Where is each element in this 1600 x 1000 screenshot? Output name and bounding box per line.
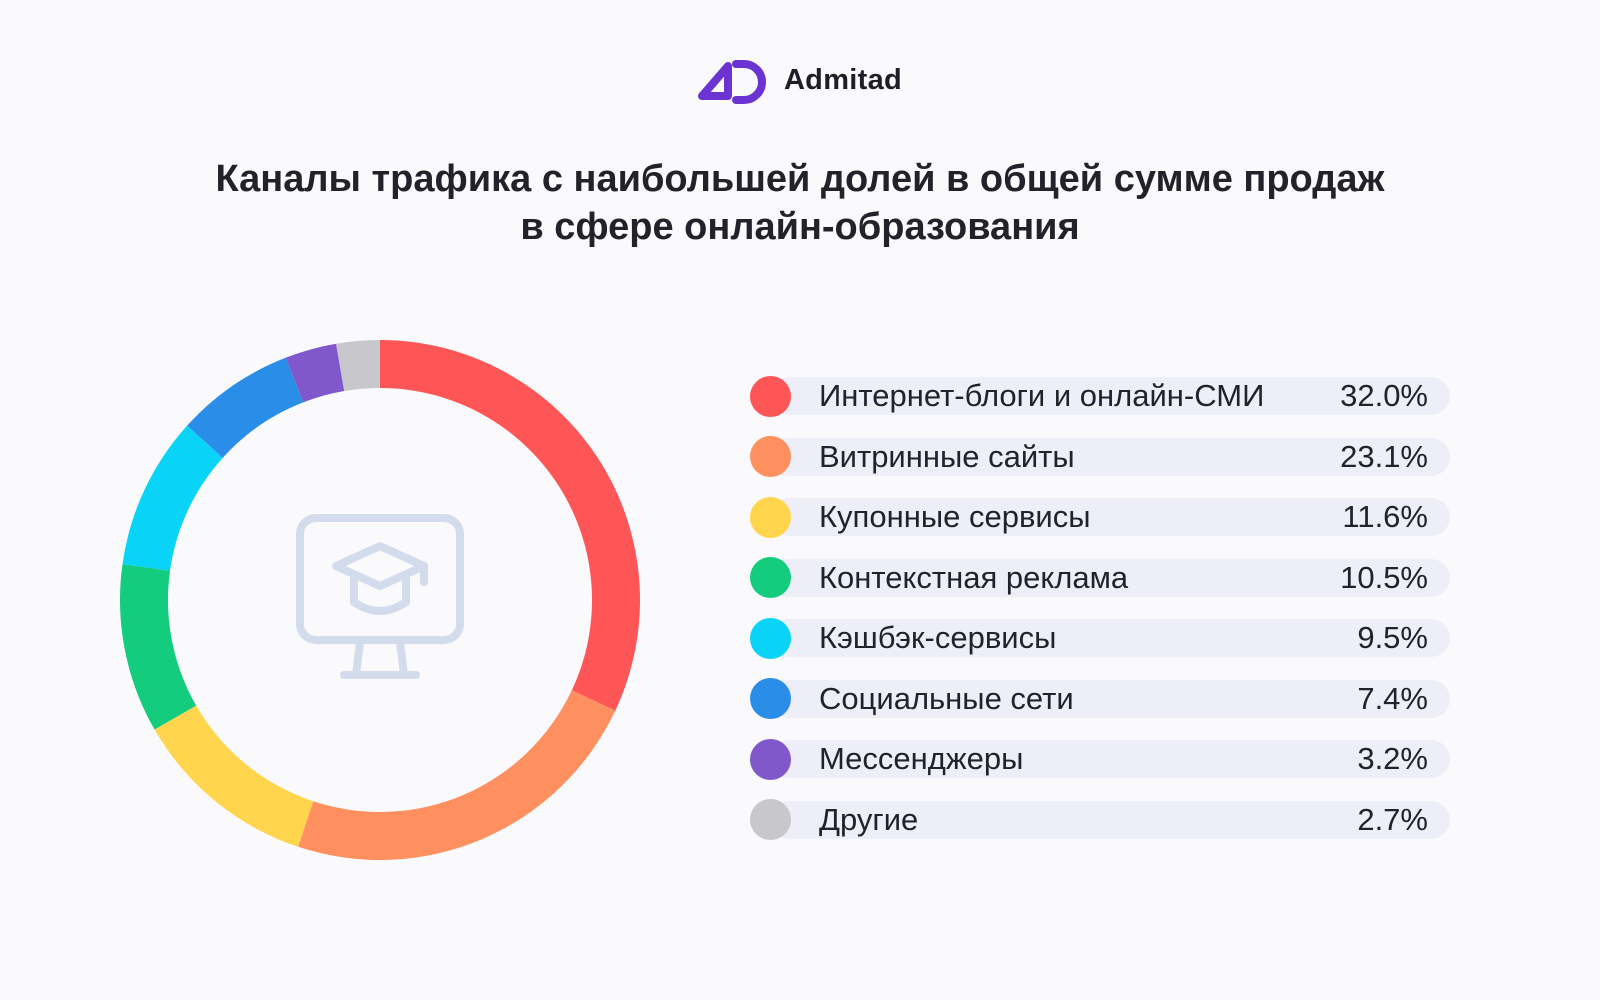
legend-color-dot: [750, 557, 791, 598]
legend-item: Мессенджеры 3.2%: [750, 738, 1450, 780]
legend-color-dot: [750, 617, 791, 659]
legend-color-dot: [750, 436, 791, 477]
legend-value: 10.5%: [1340, 559, 1428, 595]
donut-slice-3: [154, 705, 314, 847]
legend-item-background: [770, 437, 1450, 476]
admitad-logo-icon: [697, 60, 766, 104]
legend-color-dot: [750, 678, 791, 719]
chart-title: Каналы трафика с наибольшей долей в обще…: [0, 155, 1600, 251]
graduation-cap-monitor-icon: [296, 514, 464, 679]
legend-item: Витринные сайты 23.1%: [750, 436, 1450, 478]
legend-value: 2.7%: [1357, 801, 1428, 837]
legend-value: 32.0%: [1340, 378, 1428, 413]
legend-item-background: [770, 498, 1450, 536]
legend-item-background: [770, 679, 1450, 718]
legend-color-dot: [750, 496, 791, 538]
legend-color-dot: [750, 799, 791, 840]
chart-title-line-1: Каналы трафика с наибольшей долей в обще…: [215, 158, 1385, 200]
legend-item: Интернет-блоги и онлайн-СМИ 32.0%: [750, 375, 1450, 417]
brand-logo: Admitad: [0, 56, 1600, 104]
chart-title-line-2: в сфере онлайн-образования: [520, 206, 1080, 248]
donut-slices: [120, 340, 640, 860]
chart-legend: Интернет-блоги и онлайн-СМИ 32.0% Витринны…: [750, 375, 1450, 859]
legend-item-background: [770, 740, 1450, 778]
legend-item: Другие 2.7%: [750, 799, 1450, 841]
brand-name: Admitad: [783, 63, 903, 96]
legend-label: Купонные сервисы: [819, 499, 1091, 534]
legend-item: Купонные сервисы 11.6%: [750, 496, 1450, 538]
donut-slice-4: [120, 564, 197, 730]
legend-label: Мессенджеры: [819, 741, 1024, 776]
legend-label: Витринные сайты: [819, 438, 1075, 474]
legend-item-background: [770, 800, 1450, 839]
legend-item-background: [770, 377, 1450, 415]
legend-value: 23.1%: [1340, 438, 1428, 474]
legend-label: Интернет-блоги и онлайн-СМИ: [819, 378, 1265, 413]
donut-chart: [120, 340, 640, 860]
legend-color-dot: [750, 738, 791, 780]
donut-slice-1: [380, 340, 640, 711]
legend-value: 3.2%: [1357, 741, 1428, 776]
donut-slice-2: [298, 690, 616, 860]
donut-slice-5: [122, 425, 223, 571]
donut-slice-7: [285, 343, 345, 403]
legend-label: Кэшбэк-сервисы: [819, 620, 1057, 655]
legend-value: 9.5%: [1357, 620, 1428, 655]
legend-value: 11.6%: [1342, 499, 1428, 534]
legend-label: Социальные сети: [819, 680, 1074, 716]
legend-label: Контекстная реклама: [819, 559, 1129, 595]
donut-slice-6: [187, 357, 304, 458]
legend-label: Другие: [819, 801, 919, 837]
donut-slice-8: [336, 340, 380, 392]
legend-item-background: [770, 558, 1450, 597]
legend-color-dot: [750, 375, 791, 417]
legend-value: 7.4%: [1357, 680, 1428, 716]
legend-item-background: [770, 619, 1450, 657]
legend-item: Кэшбэк-сервисы 9.5%: [750, 617, 1450, 659]
legend-item: Контекстная реклама 10.5%: [750, 557, 1450, 599]
legend-item: Социальные сети 7.4%: [750, 678, 1450, 720]
